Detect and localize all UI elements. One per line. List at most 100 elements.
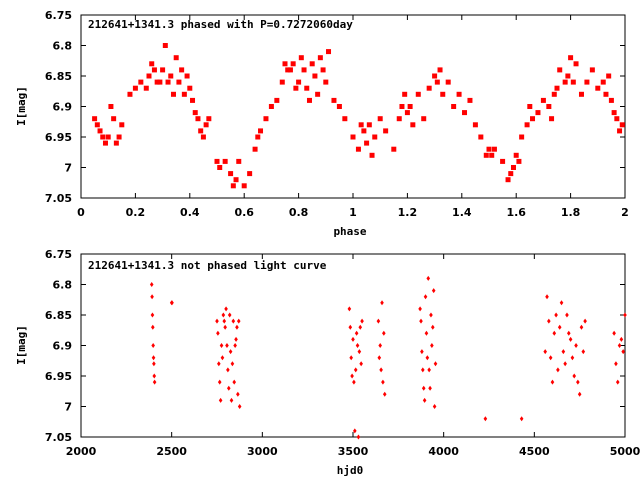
phased-data-point xyxy=(407,104,413,109)
phased-data-point xyxy=(415,91,421,97)
phased-data-point xyxy=(505,177,511,183)
unphased-data-point xyxy=(614,361,618,367)
phased-data-point xyxy=(165,79,171,85)
phased-data-point xyxy=(97,128,103,134)
unphased-data-point xyxy=(422,397,427,403)
unphased-data-point xyxy=(381,379,385,385)
phased-data-point xyxy=(149,61,155,67)
phased-data-point xyxy=(434,79,440,85)
unphased-data-point xyxy=(354,330,359,336)
unphased-ticks: 2000 2500 3000 3500 4000 4500 5000 6.75 6.8 6.85 6… xyxy=(45,248,640,458)
phased-data-point xyxy=(549,116,555,122)
phased-data-point xyxy=(336,104,342,109)
unphased-data-point xyxy=(236,391,240,397)
phased-data-point xyxy=(578,91,584,97)
unphased-data-point xyxy=(350,373,354,379)
phased-data-point xyxy=(170,91,176,97)
unphased-data-point xyxy=(359,361,363,367)
phased-data-point xyxy=(132,85,138,91)
unphased-data-point xyxy=(561,349,566,355)
unphased-data-point xyxy=(583,318,587,324)
unphased-plot-frame xyxy=(80,253,626,438)
unphased-data-point xyxy=(430,343,434,348)
unphased-x-tick-label: 3000 xyxy=(247,445,278,458)
phased-data-point xyxy=(611,110,617,116)
unphased-data-point xyxy=(151,355,156,361)
unphased-data-point xyxy=(223,324,227,330)
phased-data-point xyxy=(190,97,196,103)
phased-data-point xyxy=(217,165,223,170)
phased-data-point xyxy=(296,79,302,85)
unphased-light-curve-panel: 212641+1341.3 not phased light curve hjd… xyxy=(15,248,640,477)
phased-x-tick-label: 0.6 xyxy=(234,206,254,219)
phased-data-point xyxy=(228,171,234,177)
unphased-data-point xyxy=(378,343,382,348)
unphased-data-point xyxy=(617,343,622,348)
unphased-y-tick-label: 7 xyxy=(64,401,72,414)
phased-data-point xyxy=(358,122,364,128)
phased-data-point xyxy=(184,73,190,79)
unphased-data-point xyxy=(426,275,431,281)
phased-data-point xyxy=(557,67,563,73)
unphased-data-point xyxy=(150,312,155,318)
phased-data-point xyxy=(198,128,204,134)
unphased-data-point xyxy=(570,355,575,361)
phased-data-point xyxy=(524,122,530,128)
unphased-data-point xyxy=(357,349,362,355)
phased-data-point xyxy=(160,67,166,73)
unphased-data-point xyxy=(572,373,577,379)
phased-data-point xyxy=(437,67,443,73)
unphased-data-point xyxy=(234,336,238,342)
unphased-data-point xyxy=(227,312,232,318)
unphased-data-point xyxy=(379,367,383,373)
phased-data-point xyxy=(293,85,299,91)
unphased-y-tick-label: 6.9 xyxy=(53,340,73,353)
phased-data-point xyxy=(364,140,370,146)
unphased-data-point xyxy=(226,385,231,391)
phased-y-tick-label: 6.8 xyxy=(53,40,73,53)
phased-data-point xyxy=(600,79,606,85)
phased-data-point xyxy=(619,122,625,128)
phased-data-point xyxy=(489,152,495,158)
unphased-data-point xyxy=(621,349,625,355)
phased-data-point xyxy=(589,67,595,73)
phased-data-point xyxy=(451,104,457,109)
unphased-y-axis-label: I[mag] xyxy=(15,325,28,365)
phased-x-tick-label: 0 xyxy=(77,206,85,219)
unphased-data-point xyxy=(579,324,584,330)
phased-data-point xyxy=(513,152,519,158)
unphased-data-point xyxy=(358,324,363,330)
unphased-data-point xyxy=(152,379,157,385)
unphased-y-tick-label: 6.85 xyxy=(45,309,72,322)
phased-data-point xyxy=(486,146,492,152)
phased-ticks: 0 0.2 0.4 0.6 0.8 1 1.2 1.4 1.6 1.8 2 6.75 6.8 6.85 6.… xyxy=(45,9,629,219)
phased-data-point xyxy=(562,79,568,85)
phased-data-point xyxy=(127,91,133,97)
unphased-data-point xyxy=(352,379,356,385)
phased-data-point xyxy=(222,158,228,164)
unphased-data-point xyxy=(554,312,558,318)
unphased-data-point xyxy=(217,361,221,367)
unphased-data-point xyxy=(577,391,582,397)
unphased-data-point xyxy=(568,336,573,342)
unphased-data-point xyxy=(232,379,237,385)
phased-y-tick-label: 6.75 xyxy=(45,9,72,22)
phased-data-point xyxy=(491,146,497,152)
phased-data-point xyxy=(614,116,620,122)
phased-x-tick-label: 0.8 xyxy=(289,206,309,219)
unphased-data-point xyxy=(151,343,155,348)
phased-data-point xyxy=(404,110,410,116)
phased-data-point xyxy=(146,73,152,79)
unphased-x-axis-label: hjd0 xyxy=(337,464,364,477)
unphased-data-point xyxy=(419,318,423,324)
unphased-data-point xyxy=(355,343,360,348)
unphased-data-point xyxy=(519,416,524,422)
phased-data-point xyxy=(355,146,361,152)
phased-data-point xyxy=(236,158,242,164)
unphased-data-point xyxy=(149,282,154,287)
unphased-data-point xyxy=(557,324,562,330)
phased-data-point xyxy=(565,73,571,79)
phased-data-point xyxy=(366,122,372,128)
unphased-data-point xyxy=(152,361,156,367)
